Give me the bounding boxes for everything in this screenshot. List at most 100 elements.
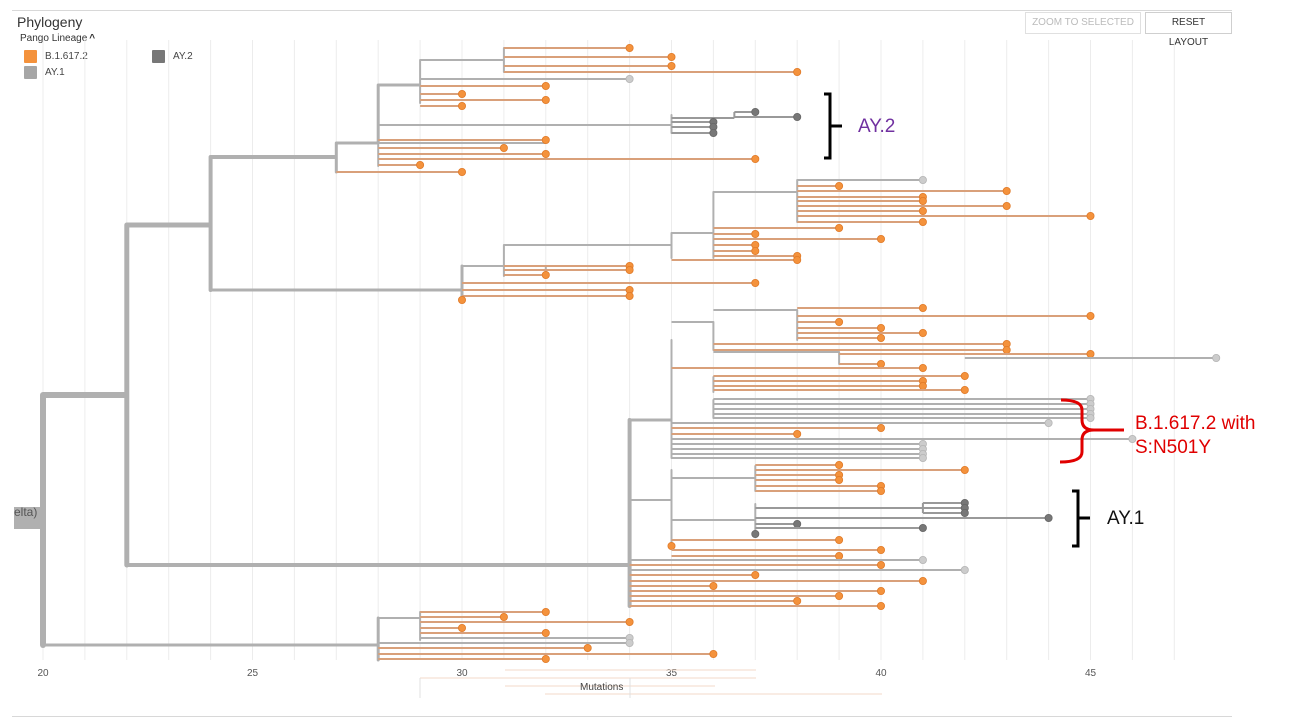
tip-node [457, 295, 466, 304]
tip-node [625, 291, 634, 300]
tip-node [1044, 418, 1053, 427]
tip-node [416, 160, 425, 169]
tip-node [877, 587, 886, 596]
root-stub [14, 507, 44, 529]
tip-node [457, 624, 466, 633]
tip-node [1086, 413, 1095, 422]
tip-node [499, 143, 508, 152]
tip-node [877, 486, 886, 495]
tip-node [541, 135, 550, 144]
tip-node [541, 149, 550, 158]
legend-label-ay1: AY.1 [45, 67, 65, 78]
top-divider [12, 10, 1232, 11]
axis-tick-label: 25 [247, 668, 259, 679]
legend-swatch-b16172 [24, 50, 37, 63]
tip-node [793, 255, 802, 264]
tip-node [793, 597, 802, 606]
tip-node [793, 429, 802, 438]
axis-tick-label: 40 [875, 668, 887, 679]
tip-node [835, 592, 844, 601]
tip-node [918, 196, 927, 205]
tip-node [877, 423, 886, 432]
legend-item-ay1[interactable]: AY.1 [24, 66, 65, 79]
tip-node [918, 381, 927, 390]
tip-node [751, 246, 760, 255]
zoom-to-selected-button[interactable]: ZOOM TO SELECTED [1025, 12, 1141, 34]
tip-node [918, 328, 927, 337]
axis-tick-label: 35 [666, 668, 678, 679]
tip-node [1044, 514, 1053, 523]
legend-label-ay2: AY.2 [173, 51, 193, 62]
reset-layout-button[interactable]: RESET LAYOUT [1145, 12, 1232, 48]
bracket-ay2 [824, 92, 842, 160]
tip-node [709, 650, 718, 659]
axis-tick-label: 45 [1085, 668, 1097, 679]
tip-node [541, 629, 550, 638]
bracket-b16172-n501y [1059, 398, 1124, 464]
tip-node [625, 265, 634, 274]
tip-node [751, 530, 760, 539]
tip-node [1086, 349, 1095, 358]
tip-node [1086, 311, 1095, 320]
tip-node [667, 542, 676, 551]
tip-node [960, 385, 969, 394]
tip-node [667, 62, 676, 71]
tip-node [918, 303, 927, 312]
root-label: elta) [14, 505, 38, 519]
tip-node [877, 546, 886, 555]
tip-node [751, 108, 760, 117]
tip-node [793, 113, 802, 122]
legend-header[interactable]: Pango Lineage ^ [20, 33, 95, 44]
tip-node [835, 475, 844, 484]
tip-node [541, 655, 550, 664]
tip-node [541, 608, 550, 617]
tip-node [751, 229, 760, 238]
tip-node [960, 566, 969, 575]
tip-node [457, 167, 466, 176]
tip-node [457, 102, 466, 111]
tip-node [960, 465, 969, 474]
legend-label-b16172: B.1.617.2 [45, 51, 88, 62]
tip-node [918, 363, 927, 372]
tip-node [457, 90, 466, 99]
tip-node [625, 639, 634, 648]
axis-tick-label: 30 [456, 668, 468, 679]
tip-node [1002, 345, 1011, 354]
tip-node [541, 82, 550, 91]
tip-node [835, 223, 844, 232]
bottom-divider [12, 716, 1232, 717]
annotation-ay2: AY.2 [858, 116, 896, 137]
legend-swatch-ay1 [24, 66, 37, 79]
tip-node [835, 536, 844, 545]
annotation-b16172-n501y: B.1.617.2 with S:N501Y [1135, 412, 1295, 460]
legend-item-ay2[interactable]: AY.2 [152, 50, 193, 63]
tip-node [918, 524, 927, 533]
bracket-ay1 [1072, 489, 1090, 548]
tip-node [499, 613, 508, 622]
tip-node [625, 618, 634, 627]
panel-title: Phylogeny [17, 14, 83, 30]
tip-node [877, 602, 886, 611]
tip-node [877, 323, 886, 332]
legend-item-b16172[interactable]: B.1.617.2 [24, 50, 88, 63]
tip-node [918, 217, 927, 226]
tip-node [918, 453, 927, 462]
tip-node [541, 96, 550, 105]
chevron-up-icon[interactable]: ^ [89, 33, 96, 44]
tip-node [918, 206, 927, 215]
tip-node [1128, 434, 1137, 443]
tip-node [1086, 211, 1095, 220]
tip-node [877, 359, 886, 368]
annotation-b16172-line2: S:N501Y [1135, 437, 1212, 458]
tip-node [583, 644, 592, 653]
tip-node [625, 75, 634, 84]
tip-node [625, 44, 634, 53]
legend-swatch-ay2 [152, 50, 165, 63]
tip-node [835, 181, 844, 190]
tip-node [835, 317, 844, 326]
tip-node [835, 552, 844, 561]
tip-node [877, 333, 886, 342]
legend-header-label: Pango Lineage [20, 33, 88, 44]
tip-node [541, 270, 550, 279]
